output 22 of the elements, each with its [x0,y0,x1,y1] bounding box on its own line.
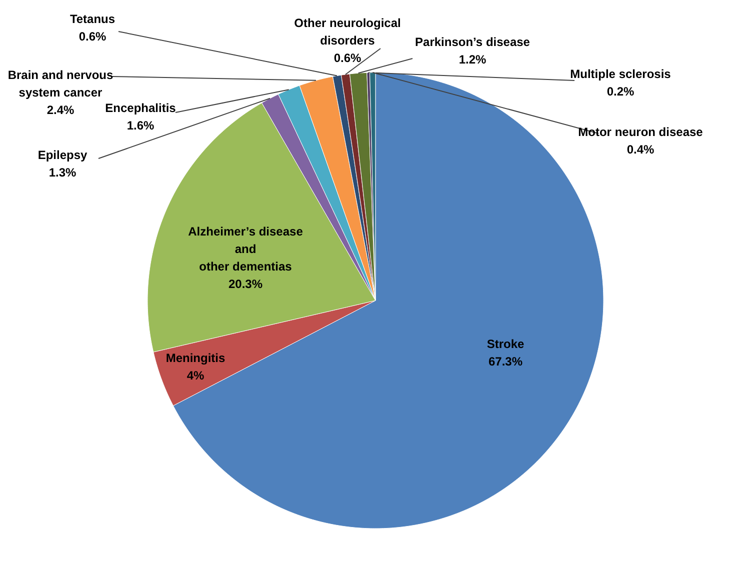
slice-label: Stroke [486,336,524,351]
slice-label: Tetanus [70,12,116,26]
slice-label: Meningitis [166,350,226,365]
slice-label: Epilepsy [38,148,88,162]
slice-label: Other neurological disorders [294,16,401,48]
slice-label: Encephalitis [105,100,176,115]
data-label: 0.6% [334,51,362,65]
data-label: 4% [186,368,204,382]
slice-label: Motor neuron disease [578,124,704,139]
slice-label: Parkinson’s disease [415,34,530,49]
slice-label: Brain and nervous system cancer [8,68,114,100]
slice-label: Multiple sclerosis [570,66,672,81]
slice-label: Alzheimer’s disease and other dementias [188,224,304,274]
data-label: 0.4% [626,142,655,156]
data-label: 2.4% [46,103,75,117]
data-label: 67.3% [488,354,523,368]
data-label: 20.3% [228,276,263,291]
data-label: 1.6% [126,118,155,132]
data-label: 1.2% [458,52,487,66]
data-label: 1.3% [48,165,77,180]
data-label: 0.2% [606,84,635,98]
data-label: 0.6% [78,29,107,44]
